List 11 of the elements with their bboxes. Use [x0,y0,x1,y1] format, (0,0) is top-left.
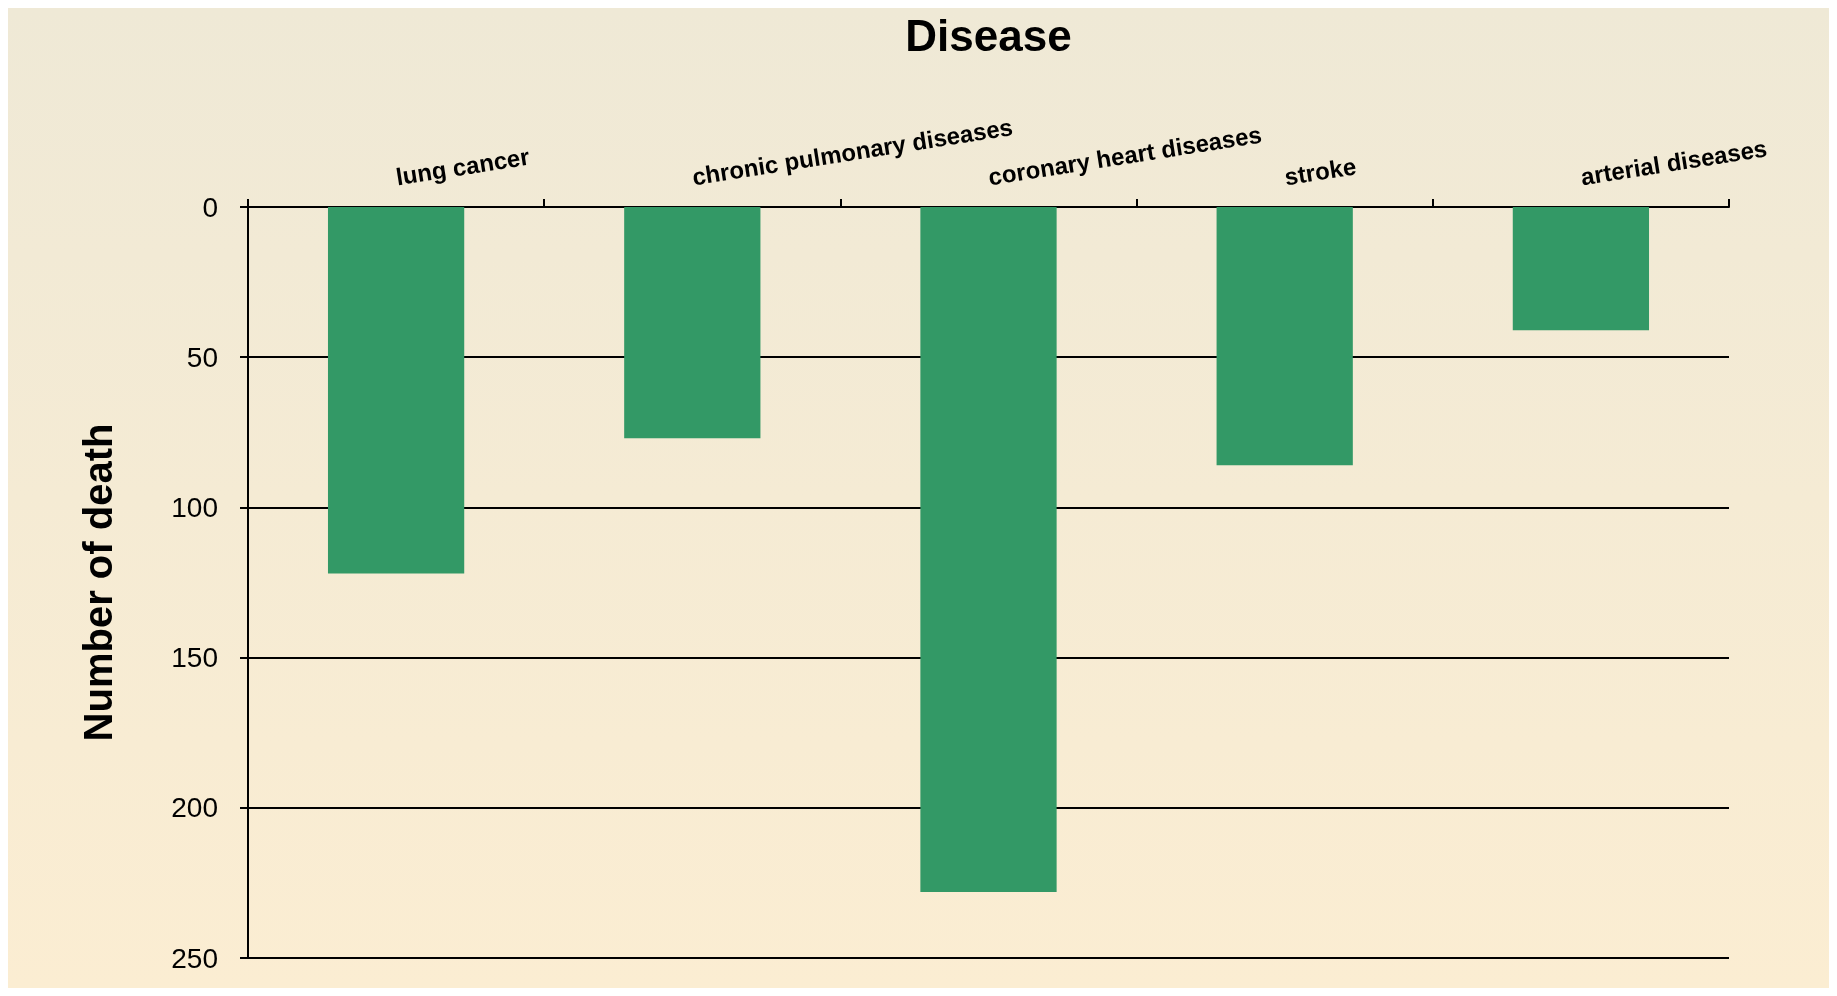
y-tick-label: 150 [171,642,218,674]
x-tick-label: arterial diseases [1578,134,1769,191]
y-tick-label: 100 [171,491,218,523]
y-tick-label: 50 [186,341,218,373]
x-axis-title: Disease [905,10,1072,60]
y-tick-label: 200 [171,792,218,824]
y-tick-label: 250 [171,942,218,974]
y-axis-title: Number of death [76,423,120,742]
x-tick-label: lung cancer [393,142,532,191]
y-tick-label: 0 [202,191,218,223]
x-tick-label: stroke [1282,152,1358,191]
